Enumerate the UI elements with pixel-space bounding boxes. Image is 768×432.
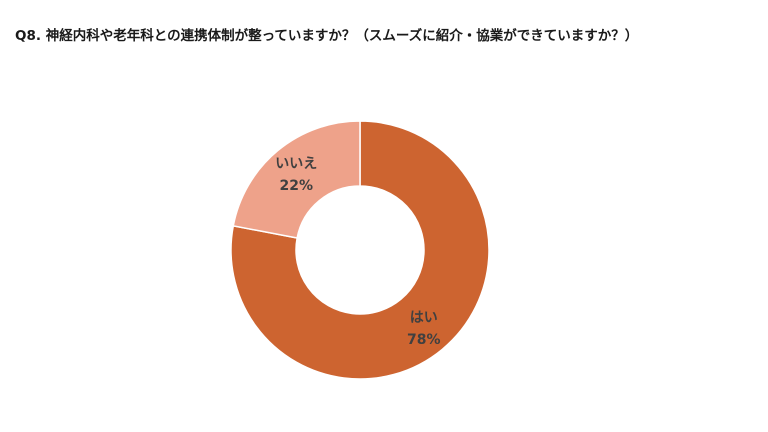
slice-value-label: 78%: [407, 332, 441, 348]
slice-category-label: いいえ: [275, 156, 317, 172]
slice-value-label: 22%: [279, 178, 313, 194]
slice-yes: [230, 120, 490, 380]
slice-category-label: はい: [410, 310, 438, 326]
slice-no: [232, 120, 361, 239]
chart-title: Q8. 神経内科や老年科との連携体制が整っていますか？（スムーズに紹介・協業がで…: [15, 28, 639, 44]
